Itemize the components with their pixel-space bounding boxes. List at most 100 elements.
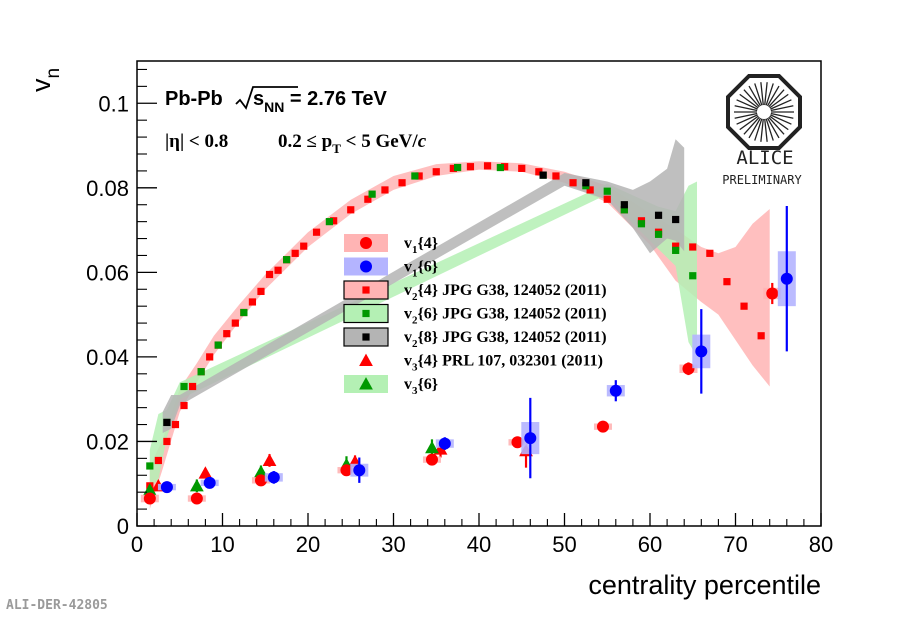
x-tick-label-7: 70 (723, 532, 747, 557)
x-tick-label-5: 50 (552, 532, 576, 557)
point-v14-3 (340, 464, 353, 477)
point-v24-29 (483, 162, 492, 170)
point-v24-21 (347, 206, 355, 214)
logo-ray (754, 118, 763, 141)
logo-ray (736, 99, 758, 110)
y-tick-label-4: 0.08 (86, 176, 129, 201)
figure-id: ALI-DER-42805 (6, 598, 108, 613)
legend-label-1: v1{6} (404, 259, 438, 280)
point-v28-4 (654, 211, 663, 219)
logo-ray (760, 82, 764, 106)
x-tick-label-2: 20 (296, 532, 320, 557)
point-v24-44 (740, 302, 748, 310)
point-v26-6 (283, 256, 291, 264)
point-v28-3 (620, 201, 628, 209)
logo-ray (770, 105, 794, 112)
logo-ray (770, 114, 792, 125)
point-v16-5 (524, 432, 537, 445)
point-v16-2 (267, 471, 280, 484)
logo-ray (770, 99, 792, 110)
point-v28-2 (582, 179, 590, 187)
x-tick-label-6: 60 (638, 532, 662, 557)
point-v24-33 (552, 172, 560, 180)
logo-ray (748, 85, 762, 107)
logo-ray (743, 116, 760, 135)
point-v24-13 (257, 287, 265, 295)
logo-ray (760, 118, 764, 142)
point-v16-0 (160, 481, 173, 494)
point-v26-2 (180, 382, 188, 391)
data-markers (140, 162, 796, 505)
logo-ray (768, 89, 785, 108)
point-v24-40 (672, 242, 680, 250)
legend-marker-3 (362, 309, 370, 318)
legend-label-0: v1{4} (404, 235, 438, 256)
point-v16-7 (695, 345, 708, 358)
legend-marker-4 (362, 333, 370, 341)
point-v14-8 (766, 287, 779, 300)
point-v24-30 (501, 163, 509, 171)
x-tick-label-8: 80 (809, 532, 833, 557)
point-v24-35 (586, 186, 594, 194)
point-v26-14 (603, 187, 611, 195)
legend-label-5: v3{4} PRL 107, 032301 (2011) (404, 353, 603, 374)
point-v24-22 (364, 195, 372, 203)
point-v36-1 (189, 478, 204, 492)
point-v24-26 (432, 168, 440, 176)
point-v24-43 (723, 278, 731, 286)
point-v26-17 (654, 230, 663, 238)
logo-ray (754, 83, 763, 106)
point-v16-8 (780, 272, 793, 285)
point-v28-0 (163, 418, 171, 427)
point-v16-3 (353, 464, 366, 477)
point-v14-2 (254, 474, 267, 487)
alice-logo-rays (734, 82, 794, 142)
point-v24-23 (381, 186, 389, 194)
x-tick-label-3: 30 (381, 532, 405, 557)
point-v26-11 (496, 163, 504, 172)
logo-ray (734, 105, 758, 112)
point-v24-2 (163, 437, 171, 446)
point-v26-10 (454, 163, 462, 172)
logo-ray (748, 117, 762, 139)
x-axis-title: centrality percentile (588, 570, 821, 600)
logo-ray (734, 112, 758, 119)
point-v36-4 (425, 440, 439, 454)
logo-ray (764, 82, 768, 106)
legend-marker-0 (360, 237, 372, 249)
point-v24-1 (154, 456, 162, 465)
x-tick-label-0: 0 (131, 532, 143, 557)
legend-marker-5 (359, 353, 373, 366)
y-tick-label-5: 0.1 (98, 91, 129, 116)
point-v24-34 (569, 179, 577, 187)
logo-ray (765, 118, 774, 141)
point-v34-1 (198, 466, 213, 479)
legend: v1{4} v1{6}v2{4} JPG G38, 124052 (2011) v2… (343, 234, 607, 397)
point-v24-36 (603, 195, 611, 203)
point-v26-9 (411, 172, 419, 180)
point-v28-5 (672, 215, 680, 224)
point-v24-28 (466, 163, 475, 171)
point-v24-45 (757, 332, 765, 340)
point-v14-6 (596, 420, 609, 433)
x-tick-label-1: 10 (210, 532, 234, 557)
point-v24-42 (706, 249, 714, 257)
point-v14-0 (143, 492, 156, 505)
point-v24-32 (535, 168, 543, 176)
logo-ray (766, 117, 780, 139)
legend-label-6: v3{6} (404, 376, 438, 397)
y-tick-label-0: 0 (117, 514, 129, 539)
point-v24-10 (231, 319, 239, 327)
legend-marker-1 (360, 260, 372, 273)
point-v24-5 (188, 382, 197, 391)
pt-range-label: 0.2 ≤ pT < 5 GeV/c (278, 131, 427, 156)
logo-ray (768, 116, 785, 135)
point-v24-12 (248, 298, 257, 306)
point-v26-8 (368, 190, 376, 198)
point-v26-19 (689, 272, 697, 280)
point-v34-2 (262, 453, 277, 466)
point-v16-4 (438, 437, 451, 450)
point-v24-18 (300, 242, 308, 250)
point-v26-3 (197, 368, 205, 376)
point-v24-7 (206, 353, 214, 361)
